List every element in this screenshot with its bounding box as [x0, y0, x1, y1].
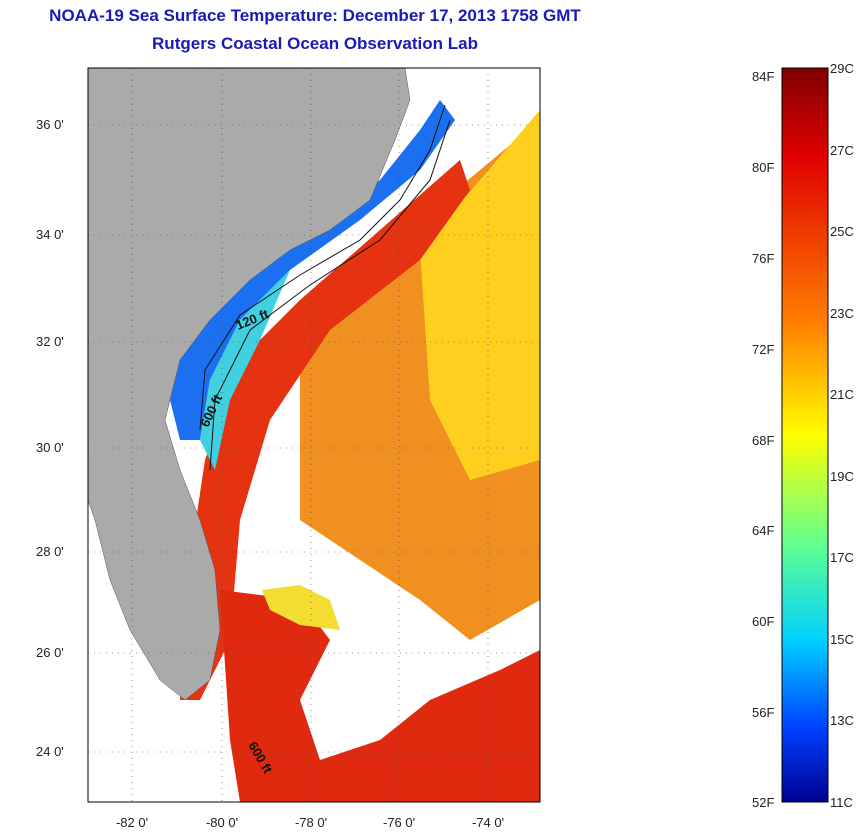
lon-tick-80: -80 0' [205, 815, 239, 830]
lat-tick-36: 36 0' [36, 117, 64, 132]
colorbar-label-64f: 64F [752, 523, 775, 538]
lat-tick-32: 32 0' [36, 334, 64, 349]
lat-tick-34: 34 0' [36, 227, 64, 242]
colorbar-label-60f: 60F [752, 614, 775, 629]
colorbar-label-27c: 27C [830, 143, 854, 158]
colorbar-label-29c: 29C [830, 61, 854, 76]
lat-tick-24: 24 0' [36, 744, 64, 759]
southern-warm-water [220, 590, 540, 802]
colorbar-label-21c: 21C [830, 387, 854, 402]
far-offshore-water [420, 110, 540, 480]
land [88, 68, 411, 701]
colorbar-label-13c: 13C [830, 713, 854, 728]
colorbar [781, 67, 829, 803]
map-frame [87, 67, 541, 803]
lon-tick-76: -76 0' [382, 815, 416, 830]
title-line-2: Rutgers Coastal Ocean Observation Lab [152, 34, 478, 53]
colorbar-label-23c: 23C [830, 306, 854, 321]
lat-tick-28: 28 0' [36, 544, 64, 559]
isobath-120ft [199, 104, 446, 431]
colorbar-label-19c: 19C [830, 469, 854, 484]
graticule [88, 68, 540, 802]
lat-tick-26: 26 0' [36, 645, 64, 660]
map-panel [88, 68, 540, 802]
colorbar-label-52f: 52F [752, 795, 775, 810]
colorbar-label-84f: 84F [752, 69, 775, 84]
lon-tick-74: -74 0' [471, 815, 505, 830]
colorbar-label-25c: 25C [830, 224, 854, 239]
isobath-600ft [209, 119, 451, 471]
colorbar-label-76f: 76F [752, 251, 775, 266]
lon-tick-82: -82 0' [115, 815, 149, 830]
title-line-1: NOAA-19 Sea Surface Temperature: Decembe… [49, 6, 581, 25]
coastal-cyan-water [200, 270, 290, 470]
colorbar-label-11c: 11C [830, 795, 853, 810]
colorbar-label-68f: 68F [752, 433, 775, 448]
colorbar-label-56f: 56F [752, 705, 775, 720]
lon-tick-78: -78 0' [294, 815, 328, 830]
lat-tick-30: 30 0' [36, 440, 64, 455]
coastal-cold-water [160, 100, 455, 440]
colorbar-label-17c: 17C [830, 550, 854, 565]
colorbar-label-72f: 72F [752, 342, 775, 357]
colorbar-label-15c: 15C [830, 632, 854, 647]
colorbar-label-80f: 80F [752, 160, 775, 175]
bahamas-bank [262, 585, 340, 630]
